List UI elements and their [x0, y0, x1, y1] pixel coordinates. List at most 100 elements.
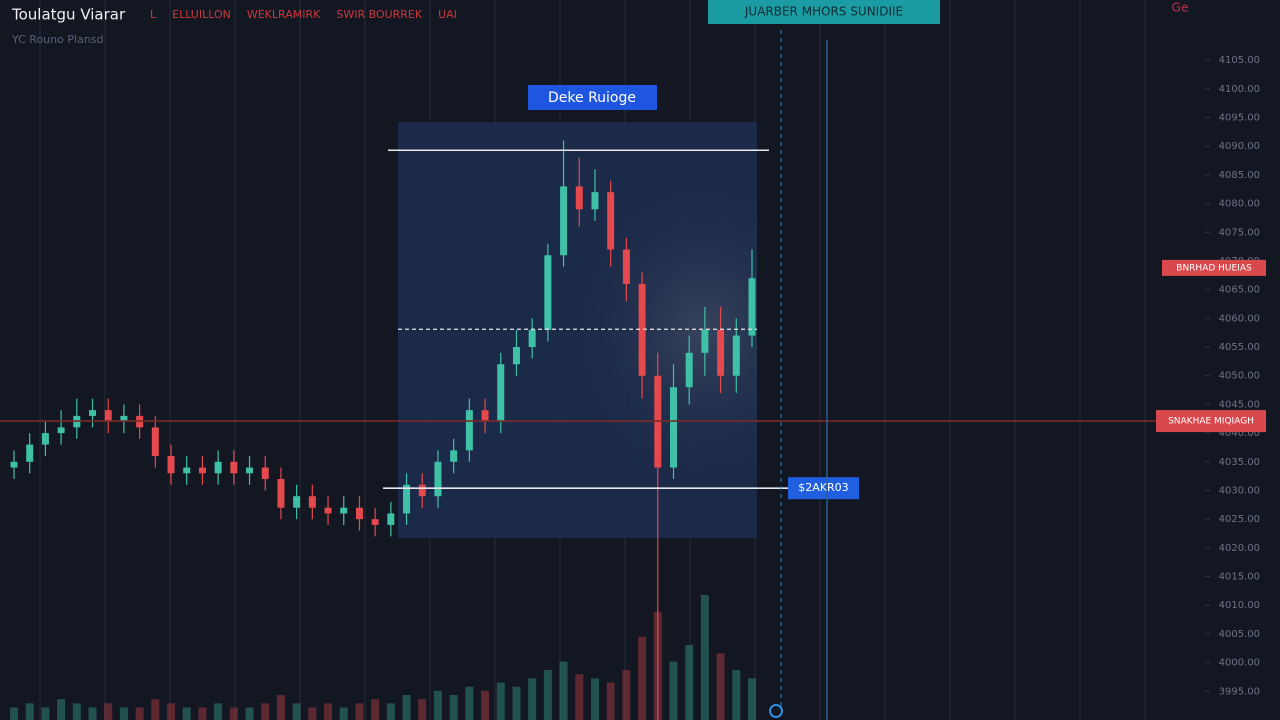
volume-bar: [182, 707, 191, 720]
candle-body: [57, 427, 65, 434]
y-tick-label: 4100.00: [1219, 84, 1260, 95]
subtitle: YC Rouno Plansd: [11, 33, 103, 46]
top-badge-bg: [708, 0, 940, 24]
icon[interactable]: Ge: [1172, 1, 1189, 15]
candle-body: [560, 186, 568, 256]
y-tick-label: 4000.00: [1219, 658, 1260, 669]
volume-bar: [402, 695, 411, 720]
candle-body: [89, 410, 97, 416]
candle-body: [387, 513, 395, 525]
candle-body: [151, 427, 159, 457]
candle-body: [41, 433, 49, 445]
time-handle[interactable]: [769, 704, 783, 718]
candle-body: [481, 410, 489, 422]
header-tag: L: [150, 8, 157, 21]
volume-bar: [214, 703, 223, 720]
volume-bar: [449, 695, 458, 720]
volume-bar: [496, 682, 505, 720]
volume-bar: [276, 695, 285, 720]
volume-bar: [119, 707, 128, 720]
volume-bar: [481, 690, 490, 720]
candle-body: [607, 192, 615, 250]
volume-bar: [324, 703, 333, 720]
volume-bar: [386, 703, 395, 720]
volume-bar: [559, 661, 568, 720]
y-tick-label: 4030.00: [1219, 485, 1260, 496]
top-badge[interactable]: JUARBER MHORS SUNIDIIE: [744, 5, 903, 19]
y-tick-label: 4055.00: [1219, 342, 1260, 353]
volume-bar: [543, 670, 552, 720]
volume-bar: [72, 703, 81, 720]
volume-bar: [41, 707, 50, 720]
volume-bar: [25, 703, 34, 720]
candle-body: [26, 444, 34, 462]
candle-body: [638, 283, 646, 376]
volume-bar: [575, 674, 584, 720]
level-label-bg: [1156, 410, 1266, 433]
volume-bar: [528, 678, 537, 720]
y-tick-label: 4020.00: [1219, 543, 1260, 554]
candle-body: [371, 519, 379, 525]
volume-bar: [229, 707, 238, 720]
volume-bar: [418, 699, 427, 720]
y-tick-label: 3995.00: [1219, 686, 1260, 697]
volume-bar: [590, 678, 599, 720]
candle-body: [544, 255, 552, 330]
header-tag: UAI: [438, 8, 457, 21]
candle-body: [355, 507, 363, 520]
volume-bar: [88, 707, 97, 720]
candle-body: [104, 410, 112, 422]
price-marker-label: BNRHAD HUEIAS: [1176, 263, 1252, 273]
y-tick-label: 4050.00: [1219, 371, 1260, 382]
volume-bar: [339, 707, 348, 720]
candle-body: [497, 364, 505, 422]
symbol-title: Toulatgu Viarar: [11, 6, 126, 24]
candle-body: [418, 484, 426, 497]
y-tick-label: 4090.00: [1219, 141, 1260, 152]
y-tick-label: 4105.00: [1219, 55, 1260, 66]
y-tick-label: 4095.00: [1219, 113, 1260, 124]
volume-bar: [151, 699, 160, 720]
candle-body: [701, 329, 709, 353]
y-tick-label: 4005.00: [1219, 629, 1260, 640]
candle-body: [512, 347, 520, 365]
candle-body: [622, 249, 630, 284]
volume-bar: [57, 699, 66, 720]
level-label-bg: [788, 477, 859, 500]
candle-body: [434, 461, 442, 497]
candle-body: [591, 192, 599, 210]
volume-bar: [10, 707, 18, 720]
volume-bar: [355, 703, 364, 720]
y-tick-label: 4065.00: [1219, 285, 1260, 296]
volume-bar: [308, 707, 317, 720]
volume-bar: [606, 682, 615, 720]
candle-body: [246, 467, 254, 474]
candle-body: [748, 278, 756, 336]
volume-bar: [700, 595, 709, 720]
y-tick-label: 4075.00: [1219, 227, 1260, 238]
volume-bar: [622, 670, 631, 720]
header-tags: L ELLUILLON WEKLRAMIRK SWIR BOURREK UAI: [150, 8, 457, 21]
level-label: $2AKR03: [798, 481, 848, 494]
candle-body: [403, 484, 411, 514]
volume-bar: [135, 707, 144, 720]
candle-body: [10, 461, 18, 468]
volume-bar: [261, 703, 270, 720]
candle-body: [167, 456, 175, 474]
price-marker: [1162, 259, 1266, 276]
volume-bar: [748, 678, 756, 720]
volume-bar: [371, 699, 380, 720]
candle-body: [685, 352, 693, 388]
volume-bar: [638, 636, 647, 720]
candle-body: [183, 467, 191, 474]
candle-body: [450, 450, 458, 462]
candle-body: [230, 461, 238, 474]
candle-body: [324, 507, 332, 514]
volume-bar: [245, 707, 254, 720]
volume-bar: [292, 703, 301, 720]
candle-body: [198, 467, 206, 474]
volume-bar: [104, 703, 113, 720]
y-tick-label: 4040.00: [1219, 428, 1260, 439]
candle-body: [575, 186, 583, 210]
header-tag: WEKLRAMIRK: [247, 8, 321, 21]
